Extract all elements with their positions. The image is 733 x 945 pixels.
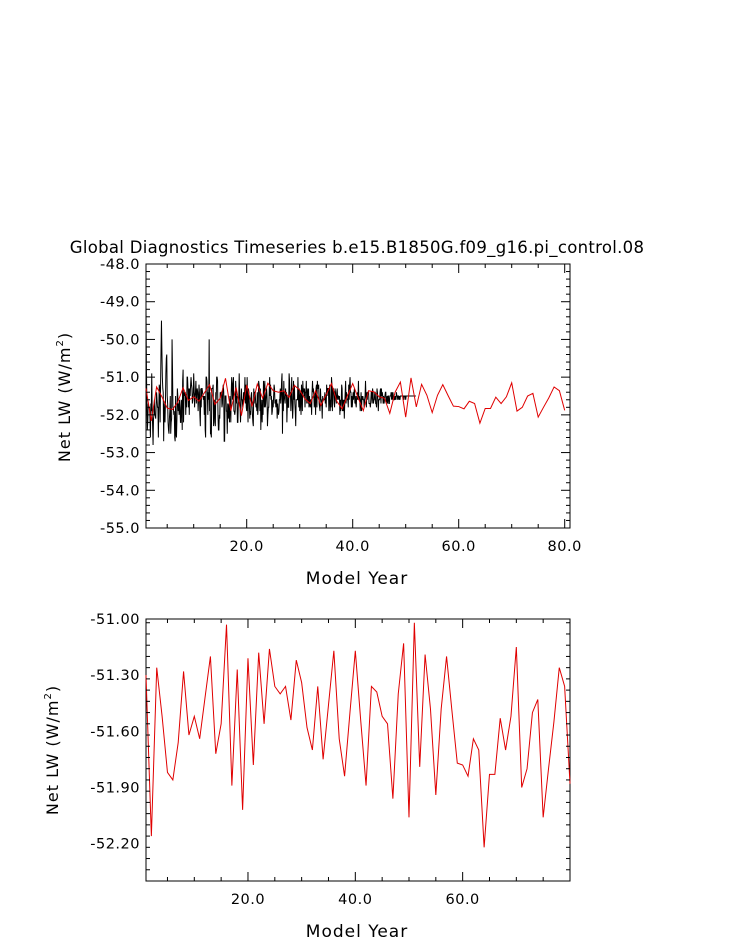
x-tick-label: 20.0 [230,539,264,555]
y-axis-label-superscript: 2 [43,692,54,699]
plot-lines [145,309,566,446]
y-tick-label: -55.0 [100,521,140,537]
annual-series-line [145,377,566,425]
y-axis-label: Net LW (W/m2) [43,685,62,815]
plot-frame [145,263,571,529]
x-axis-ticks: 20.0 40.0 60.0 [166,619,571,908]
chart-title: Global Diagnostics Timeseries b.e15.B185… [70,238,645,258]
x-axis-ticks: 20.0 40.0 60.0 80.0 [166,264,582,555]
y-tick-label: -52.0 [100,408,140,424]
panel-net-lw-monthly: Global Diagnostics Timeseries b.e15.B185… [55,238,644,589]
y-axis-label: Net LW (W/m2) [55,332,74,462]
y-tick-label: -51.60 [90,724,140,740]
y-tick-label: -50.0 [100,332,140,348]
plot-lines [145,622,571,848]
x-tick-label: 60.0 [442,539,476,555]
plot-frame [145,618,571,882]
y-tick-label: -51.00 [90,612,140,628]
x-tick-label: 20.0 [231,892,265,908]
x-axis-label: Model Year [306,569,408,589]
y-axis-ticks: -55.0 -54.0 -53.0 -52.0 -51.0 -50.0 -49.0 -48.0 [100,257,570,537]
x-tick-label: 40.0 [336,539,370,555]
x-tick-label: 60.0 [446,892,480,908]
y-tick-label: -54.0 [100,483,140,499]
x-axis-label: Model Year [306,922,408,942]
y-tick-label: -51.0 [100,370,140,386]
y-tick-label: -49.0 [100,295,140,311]
panel-net-lw-annual: 20.0 40.0 60.0 -52.20 -51.90 -51.60 -51.30 -51… [43,612,571,942]
monthly-series-line [145,309,416,446]
y-axis-label-superscript: 2 [55,339,66,346]
y-tick-label: -51.30 [90,668,140,684]
y-tick-label: -51.90 [90,780,140,796]
y-tick-label: -48.0 [100,257,140,273]
series-line [145,622,571,848]
y-tick-label: -52.20 [90,837,140,853]
y-axis-ticks: -52.20 -51.90 -51.60 -51.30 -51.00 [90,612,570,882]
y-tick-label: -53.0 [100,446,140,462]
x-tick-label: 40.0 [338,892,372,908]
x-tick-label: 80.0 [548,539,582,555]
